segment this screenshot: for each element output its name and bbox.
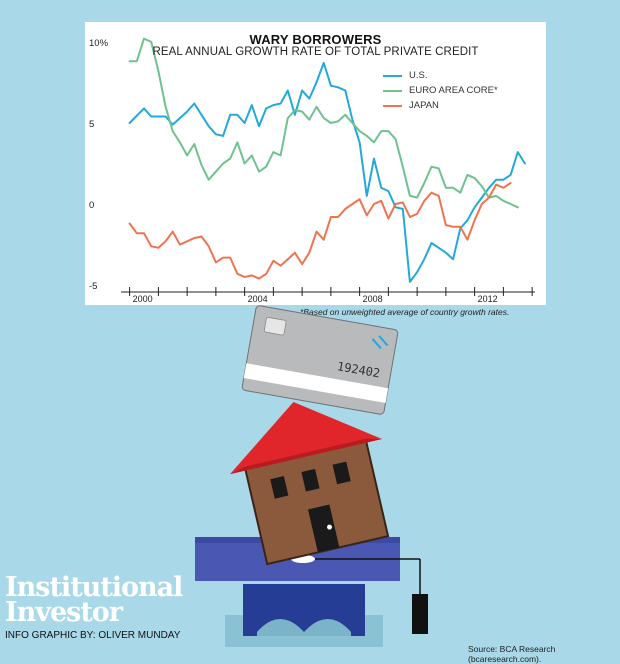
legend-label-japan: JAPAN: [409, 100, 439, 111]
credit-card-icon: 192402: [241, 305, 399, 415]
legend-item-japan: JAPAN: [383, 98, 498, 113]
chart-axes: 2000 2004 2008 2012 10% 5 0 -5: [89, 38, 535, 304]
legend-label-us: U.S.: [409, 70, 428, 81]
series-line-1: [128, 37, 519, 209]
series-line-2: [128, 182, 512, 280]
legend-label-euro: EURO AREA CORE*: [409, 85, 498, 96]
chart-panel: 2000 2004 2008 2012 10% 5 0 -5 WARY BORROWERS R…: [85, 22, 546, 305]
legend-item-us: U.S.: [383, 68, 498, 83]
card-number: 192402: [336, 359, 381, 380]
logo-line1: Institutional: [5, 572, 183, 603]
infographic-credit: INFO GRAPHIC BY: OLIVER MUNDAY: [5, 630, 181, 641]
legend-swatch-japan: [383, 104, 402, 107]
y-tick-label: 5: [89, 119, 94, 130]
logo-line2: Investor: [5, 597, 123, 628]
house-icon: [230, 401, 390, 566]
y-tick-label: -5: [89, 281, 97, 292]
institutional-investor-logo: Institutional Investor: [5, 572, 183, 628]
chart-subtitle: REAL ANNUAL GROWTH RATE OF TOTAL PRIVATE…: [152, 46, 479, 58]
x-tick-label: 2000: [133, 294, 153, 304]
source-note: Source: BCA Research (bcaresearch.com).: [468, 644, 556, 664]
y-tick-label: 0: [89, 200, 94, 211]
x-tick-label: 2004: [248, 294, 268, 304]
y-tick-label: 10%: [89, 38, 109, 49]
line-chart: 2000 2004 2008 2012 10% 5 0 -5: [89, 37, 535, 304]
series-line-0: [128, 61, 526, 283]
graduation-cap-icon: [195, 537, 428, 647]
legend-swatch-euro: [383, 89, 402, 92]
legend-swatch-us: [383, 74, 402, 77]
legend-item-euro: EURO AREA CORE*: [383, 83, 498, 98]
x-tick-label: 2012: [478, 294, 498, 304]
x-tick-label: 2008: [363, 294, 383, 304]
chart-title: WARY BORROWERS: [249, 32, 382, 47]
chart-footnote: *Based on unweighted average of country …: [300, 307, 510, 317]
chart-series-group: [128, 37, 526, 283]
chart-legend: U.S. EURO AREA CORE* JAPAN: [383, 68, 498, 113]
